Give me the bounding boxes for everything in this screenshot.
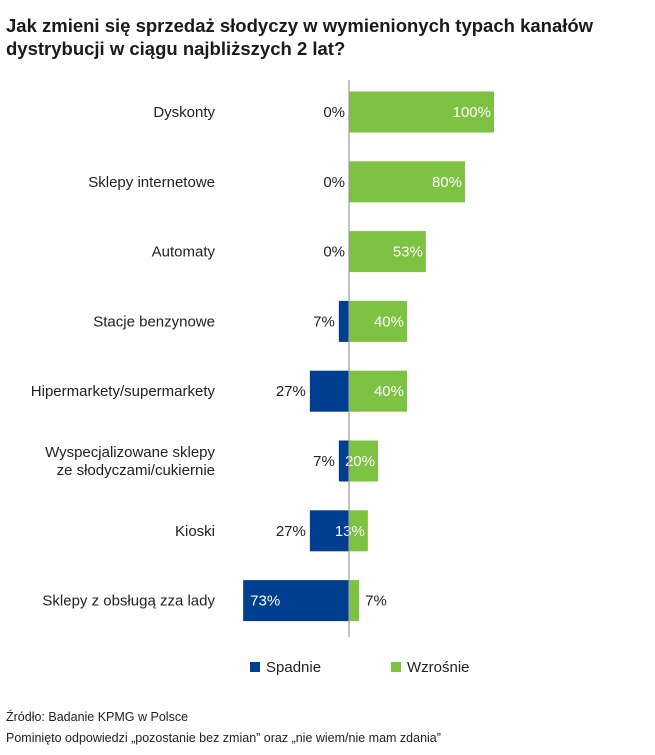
- category-label: Sklepy internetowe: [88, 174, 215, 191]
- bar-wzrosnie: [349, 370, 407, 412]
- category-label: Stacje benzynowe: [93, 313, 215, 330]
- value-label-wzrosnie: 20%: [345, 453, 375, 470]
- category-label-line: Stacje benzynowe: [93, 313, 215, 330]
- value-label-spadnie: 27%: [276, 383, 306, 400]
- value-label-spadnie: 73%: [250, 593, 280, 610]
- value-label-wzrosnie: 40%: [374, 383, 404, 400]
- legend-swatch-spadnie: [250, 662, 260, 673]
- bar-wzrosnie: [349, 580, 360, 622]
- source-note: Źródło: Badanie KPMG w Polsce: [6, 710, 189, 724]
- bar-wzrosnie: [349, 440, 378, 482]
- legend-item-wzrosnie: Wzrośnie: [391, 659, 470, 676]
- category-label-line: Sklepy internetowe: [88, 174, 215, 191]
- bar-spadnie: [338, 300, 349, 342]
- bar-chart: Dyskonty 0% 100% Sklepy internetowe 0% 80% Aut…: [31, 80, 494, 637]
- value-label-wzrosnie: 53%: [393, 244, 423, 261]
- value-label-wzrosnie: 7%: [365, 593, 387, 610]
- value-label-wzrosnie: 80%: [432, 174, 462, 191]
- category-label-line: ze słodyczami/cukiernie: [57, 462, 215, 479]
- value-label-wzrosnie: 100%: [453, 104, 491, 121]
- category-label-line: Hipermarkety/supermarkety: [31, 383, 216, 400]
- bar-wzrosnie: [349, 510, 368, 552]
- bar-wzrosnie: [349, 161, 465, 203]
- category-label: Wyspecjalizowane sklepy ze słodyczami/cuk…: [45, 444, 215, 479]
- bar-wzrosnie: [349, 300, 407, 342]
- legend-item-spadnie: Spadnie: [250, 659, 321, 676]
- value-label-spadnie: 0%: [323, 244, 345, 261]
- category-label-line: Wyspecjalizowane sklepy: [45, 444, 215, 461]
- chart-title: Jak zmieni się sprzedaż słodyczy w wymie…: [6, 15, 594, 59]
- bar-spadnie: [309, 510, 349, 552]
- category-label-line: Automaty: [152, 244, 216, 261]
- category-label: Kioski: [175, 523, 215, 540]
- value-label-spadnie: 7%: [313, 453, 335, 470]
- legend-swatch-wzrosnie: [391, 662, 401, 673]
- value-label-wzrosnie: 13%: [335, 523, 365, 540]
- category-label-line: Kioski: [175, 523, 215, 540]
- omitted-answers-note: Pominięto odpowiedzi „pozostanie bez zmi…: [6, 731, 441, 745]
- category-label: Hipermarkety/supermarkety: [31, 383, 216, 400]
- value-label-spadnie: 27%: [276, 523, 306, 540]
- legend-label-wzrosnie: Wzrośnie: [407, 659, 470, 676]
- category-label: Automaty: [152, 244, 216, 261]
- value-label-spadnie: 7%: [313, 313, 335, 330]
- bar-wzrosnie: [349, 231, 426, 273]
- bar-wzrosnie: [349, 91, 494, 133]
- category-label-line: Sklepy z obsługą zza lady: [42, 593, 215, 610]
- legend-label-spadnie: Spadnie: [266, 659, 322, 676]
- bar-spadnie: [338, 440, 349, 482]
- category-label-line: Dyskonty: [153, 104, 215, 121]
- value-label-wzrosnie: 40%: [374, 313, 404, 330]
- bar-spadnie: [309, 370, 349, 412]
- value-label-spadnie: 0%: [323, 104, 345, 121]
- bar-spadnie: [243, 580, 349, 622]
- category-label: Sklepy z obsługą zza lady: [42, 593, 215, 610]
- value-label-spadnie: 0%: [323, 174, 345, 191]
- category-label: Dyskonty: [153, 104, 215, 121]
